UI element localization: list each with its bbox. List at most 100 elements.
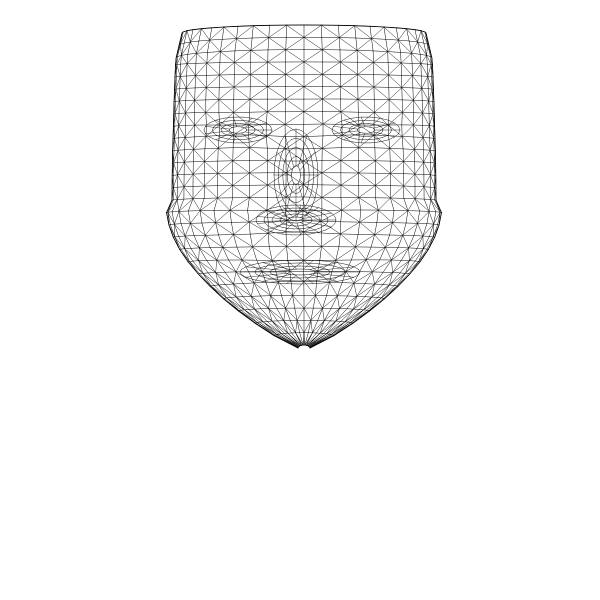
mesh-edge <box>301 214 308 220</box>
mesh-edge <box>216 247 223 261</box>
mesh-edge <box>355 246 367 261</box>
mesh-edge <box>189 261 200 274</box>
mesh-edge <box>196 40 200 54</box>
mesh-edge <box>221 130 231 133</box>
mesh-edge <box>286 246 289 261</box>
mesh-edge <box>338 37 341 51</box>
mesh-edge <box>291 190 294 194</box>
mesh-edge <box>359 209 362 223</box>
mesh-edge <box>264 216 273 219</box>
mesh-edge <box>291 170 293 173</box>
mesh-edge <box>253 282 271 296</box>
mesh-edge <box>274 213 279 217</box>
mesh-edge <box>338 25 340 38</box>
mesh-edge <box>284 214 291 220</box>
mesh-edge <box>413 99 423 114</box>
mesh-edge <box>408 235 424 249</box>
mesh-edge <box>192 161 205 175</box>
mesh-edge <box>252 246 257 261</box>
mesh-edge <box>337 136 344 141</box>
mesh-edge <box>298 190 301 194</box>
mesh-edge <box>303 332 306 346</box>
mesh-edge <box>337 282 355 297</box>
mesh-edge <box>184 223 191 237</box>
mesh-edge <box>322 98 342 113</box>
mesh-edge <box>326 216 329 221</box>
mesh-edge <box>296 320 300 333</box>
mesh-edge <box>221 122 228 126</box>
mesh-edge <box>303 179 305 185</box>
mesh-edge <box>219 62 235 76</box>
mesh-edge <box>388 112 403 126</box>
mesh-edge <box>313 223 318 227</box>
mesh-edge <box>283 200 288 208</box>
mesh-edge <box>221 126 224 129</box>
mesh-edge <box>301 161 304 167</box>
mesh-edge <box>234 38 237 52</box>
mesh-edge <box>323 268 328 270</box>
mesh-edge <box>310 222 318 225</box>
mesh-edge <box>199 235 206 249</box>
mesh-edge <box>341 127 350 129</box>
mesh-edge <box>205 87 220 100</box>
mesh-edge <box>175 88 180 102</box>
mesh-edge <box>426 236 434 250</box>
mesh-edge <box>300 214 306 218</box>
mesh-edge <box>390 197 395 211</box>
mesh-edge <box>309 335 335 349</box>
mesh-edge <box>223 141 234 144</box>
mesh-edge <box>209 247 217 261</box>
mesh-edge <box>412 63 422 76</box>
mesh-edge <box>287 225 291 229</box>
mesh-edge <box>371 127 374 129</box>
mesh-edge <box>270 129 273 134</box>
mesh-edge <box>311 273 314 275</box>
mesh-edge <box>179 76 187 89</box>
mesh-edge <box>266 98 286 113</box>
mesh-edge <box>192 185 205 199</box>
mesh-edge <box>262 127 264 131</box>
mesh-edge <box>293 192 297 194</box>
mesh-edge <box>209 119 216 124</box>
mesh-edge <box>241 259 249 272</box>
mesh-edge <box>184 136 195 138</box>
mesh-edge <box>166 199 173 214</box>
mesh-edge <box>321 197 343 211</box>
mesh-edge <box>193 136 207 150</box>
mesh-edge <box>175 88 177 102</box>
mesh-edge <box>344 135 350 138</box>
mesh-edge <box>221 137 228 140</box>
mesh-edge <box>417 41 425 44</box>
mesh-edge <box>202 273 212 287</box>
mesh-edge <box>359 221 375 235</box>
mesh-edge <box>285 136 304 150</box>
mesh-edge <box>166 212 170 226</box>
mesh-edge <box>371 271 375 285</box>
mesh-edge <box>264 277 273 280</box>
mesh-edge <box>248 309 264 323</box>
mesh-edge <box>289 158 292 163</box>
mesh-edge <box>339 50 358 63</box>
mesh-edge <box>174 223 186 237</box>
mesh-edge <box>340 127 342 131</box>
mesh-edge <box>317 260 321 272</box>
mesh-edge <box>420 63 429 77</box>
mesh-edge <box>307 208 315 211</box>
mesh-edge <box>331 129 334 134</box>
mesh-edge <box>249 172 268 186</box>
mesh-edge <box>205 112 220 126</box>
mesh-edge <box>309 232 319 235</box>
mesh-edge <box>276 142 281 153</box>
mesh-edge <box>282 160 285 169</box>
mesh-edge <box>267 74 286 87</box>
mesh-edge <box>303 266 307 270</box>
mesh-edge <box>255 216 258 221</box>
mesh-edge <box>218 99 234 113</box>
mesh-edge <box>223 116 234 119</box>
mesh-edge <box>303 160 308 167</box>
mesh-edge <box>385 39 388 52</box>
mesh-edge <box>303 49 323 63</box>
mesh-edge <box>401 136 415 138</box>
mesh-edge <box>245 275 260 278</box>
mesh-edge <box>400 62 413 76</box>
